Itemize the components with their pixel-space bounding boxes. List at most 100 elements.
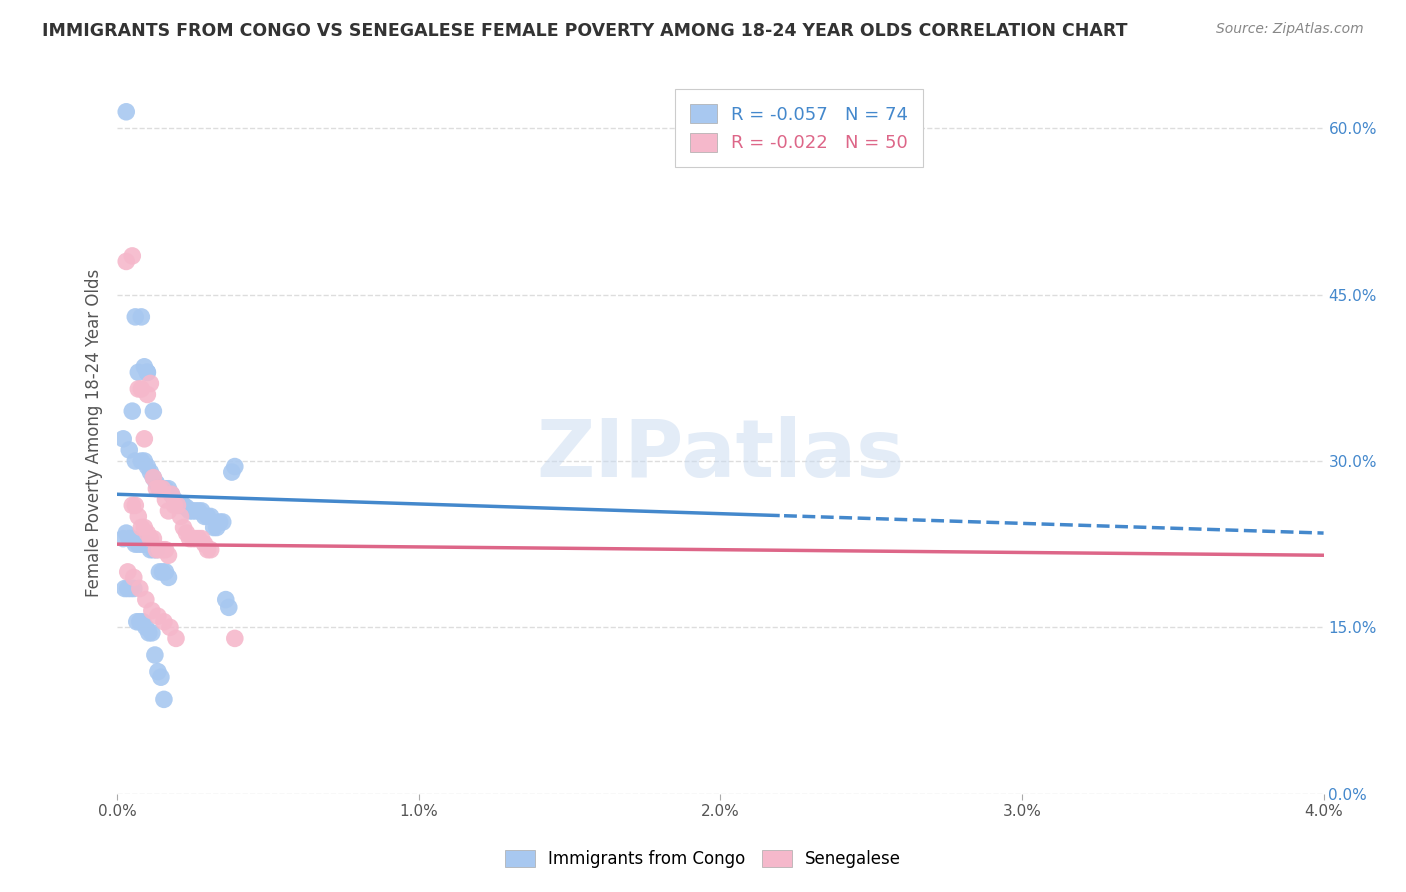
Point — [187, 532, 209, 546]
Point — [121, 249, 143, 263]
Point — [181, 532, 204, 546]
Point — [124, 537, 146, 551]
Point — [131, 310, 153, 324]
Point — [136, 459, 159, 474]
Point — [160, 487, 183, 501]
Point — [163, 499, 186, 513]
Point — [166, 499, 188, 513]
Point — [173, 520, 195, 534]
Point — [148, 482, 170, 496]
Point — [134, 520, 156, 534]
Point — [173, 499, 195, 513]
Point — [176, 526, 198, 541]
Legend: Immigrants from Congo, Senegalese: Immigrants from Congo, Senegalese — [498, 843, 908, 875]
Point — [160, 487, 183, 501]
Point — [152, 482, 174, 496]
Point — [134, 454, 156, 468]
Point — [211, 515, 233, 529]
Point — [142, 470, 165, 484]
Point — [148, 542, 170, 557]
Legend: R = -0.057   N = 74, R = -0.022   N = 50: R = -0.057 N = 74, R = -0.022 N = 50 — [675, 89, 922, 167]
Point — [165, 632, 187, 646]
Point — [179, 504, 201, 518]
Point — [176, 500, 198, 515]
Point — [184, 532, 207, 546]
Point — [131, 454, 153, 468]
Point — [187, 504, 209, 518]
Point — [152, 542, 174, 557]
Point — [121, 499, 143, 513]
Point — [131, 537, 153, 551]
Point — [124, 499, 146, 513]
Point — [146, 609, 169, 624]
Point — [136, 365, 159, 379]
Point — [136, 365, 159, 379]
Point — [128, 615, 150, 629]
Point — [152, 565, 174, 579]
Point — [145, 542, 167, 557]
Point — [142, 470, 165, 484]
Point — [146, 665, 169, 679]
Point — [157, 548, 180, 562]
Point — [118, 442, 141, 457]
Point — [121, 532, 143, 546]
Point — [136, 537, 159, 551]
Point — [155, 482, 177, 496]
Point — [205, 520, 228, 534]
Point — [139, 376, 162, 391]
Point — [127, 509, 149, 524]
Point — [141, 604, 163, 618]
Point — [118, 532, 141, 546]
Point — [115, 526, 138, 541]
Point — [200, 542, 222, 557]
Point — [148, 482, 170, 496]
Point — [114, 582, 136, 596]
Point — [115, 104, 138, 119]
Point — [117, 582, 139, 596]
Point — [138, 625, 160, 640]
Point — [157, 504, 180, 518]
Point — [122, 570, 145, 584]
Point — [136, 387, 159, 401]
Point — [190, 504, 212, 518]
Point — [135, 592, 157, 607]
Point — [197, 509, 219, 524]
Point — [224, 459, 246, 474]
Point — [135, 620, 157, 634]
Point — [218, 600, 240, 615]
Point — [134, 359, 156, 374]
Point — [139, 532, 162, 546]
Point — [169, 499, 191, 513]
Point — [153, 615, 176, 629]
Point — [157, 570, 180, 584]
Point — [190, 532, 212, 546]
Text: Source: ZipAtlas.com: Source: ZipAtlas.com — [1216, 22, 1364, 37]
Point — [155, 542, 177, 557]
Point — [143, 648, 166, 662]
Point — [115, 254, 138, 268]
Point — [121, 404, 143, 418]
Point — [145, 476, 167, 491]
Point — [155, 492, 177, 507]
Point — [117, 565, 139, 579]
Point — [131, 520, 153, 534]
Point — [157, 482, 180, 496]
Point — [152, 482, 174, 496]
Point — [197, 542, 219, 557]
Point — [136, 526, 159, 541]
Point — [142, 404, 165, 418]
Point — [124, 310, 146, 324]
Point — [153, 692, 176, 706]
Point — [139, 465, 162, 479]
Point — [145, 482, 167, 496]
Point — [127, 537, 149, 551]
Point — [224, 632, 246, 646]
Point — [145, 542, 167, 557]
Point — [141, 625, 163, 640]
Point — [215, 592, 238, 607]
Point — [166, 499, 188, 513]
Point — [194, 509, 217, 524]
Point — [142, 542, 165, 557]
Point — [221, 465, 243, 479]
Point — [132, 615, 155, 629]
